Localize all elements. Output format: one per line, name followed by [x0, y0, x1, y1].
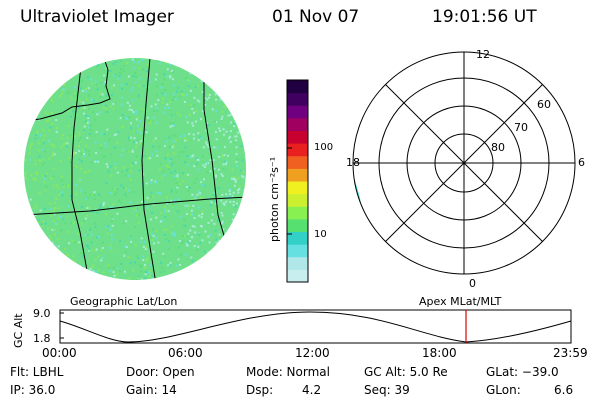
polar-plot [352, 51, 576, 275]
footer-mode: Mode: Normal [246, 365, 330, 379]
geo-panel-label: Geographic Lat/Lon [70, 295, 178, 308]
lat-label-70: 70 [514, 121, 528, 134]
x-tick-0000: 00:00 [42, 346, 77, 360]
altitude-tick-1-8: 1.8 [33, 332, 51, 345]
colorbar-segment [287, 218, 308, 232]
x-tick-1200: 12:00 [295, 346, 330, 360]
colorbar-segment [287, 193, 308, 207]
colorbar-segment [287, 181, 308, 195]
app-title: Ultraviolet Imager [20, 7, 174, 27]
colorbar-segment [287, 155, 308, 169]
footer-door: Door: Open [126, 365, 195, 379]
colorbar-segment [287, 269, 308, 283]
altitude-curve [59, 311, 572, 343]
footer-dsp-label: Dsp: [246, 383, 274, 397]
header-time: 19:01:56 UT [432, 7, 537, 27]
colorbar-segment [287, 231, 308, 245]
colorbar-unit-label: photon cm⁻²s⁻¹ [268, 156, 281, 242]
altitude-plot-frame [59, 309, 572, 344]
footer-dsp-value: 4.2 [302, 383, 322, 397]
footer-filter: Flt: LBHL [10, 365, 64, 379]
header-date: 01 Nov 07 [272, 7, 360, 27]
geo-grid-lines [24, 58, 246, 280]
colorbar-tick-label-10: 10 [314, 229, 327, 240]
geo-disk [24, 58, 246, 280]
colorbar-segment [287, 244, 308, 258]
colorbar-segment [287, 130, 308, 144]
polar-panel-label: Apex MLat/MLT [419, 295, 502, 308]
colorbar-segment [287, 168, 308, 182]
colorbar-segment [287, 80, 308, 94]
footer-gain: Gain: 14 [126, 383, 177, 397]
mlt-label-6: 6 [578, 156, 585, 169]
lat-label-60: 60 [537, 98, 551, 111]
colorbar-segment [287, 206, 308, 220]
footer-glat: GLat: −39.0 [486, 365, 559, 379]
mlt-label-18: 18 [346, 156, 360, 169]
colorbar-tick-label-100: 100 [314, 142, 334, 153]
footer-ip: IP: 36.0 [10, 383, 56, 397]
footer-glon-value: 6.6 [554, 383, 574, 397]
polar-diagonal-2 [385, 84, 543, 242]
mlt-label-0: 0 [469, 277, 476, 290]
colorbar-segment [287, 143, 308, 157]
x-tick-0600: 06:00 [168, 346, 203, 360]
lat-label-80: 80 [491, 141, 505, 154]
altitude-plot [59, 309, 572, 344]
x-tick-2359: 23:59 [553, 346, 588, 360]
colorbar-segment [287, 256, 308, 270]
colorbar-segment [287, 117, 308, 131]
footer-seq: Seq: 39 [364, 383, 410, 397]
altitude-tick-9: 9.0 [33, 307, 51, 320]
colorbar-segment [287, 92, 308, 106]
geographic-image [24, 58, 246, 280]
x-tick-1800: 18:00 [422, 346, 457, 360]
mlt-label-12: 12 [476, 48, 490, 61]
footer-glon-label: GLon: [486, 383, 521, 397]
footer-gc-alt: GC Alt: 5.0 Re [364, 365, 448, 379]
colorbar-segment [287, 105, 308, 119]
polar-data-patch [353, 160, 366, 236]
colorbar [287, 80, 308, 283]
altitude-axis-title: GC Alt [12, 313, 25, 348]
